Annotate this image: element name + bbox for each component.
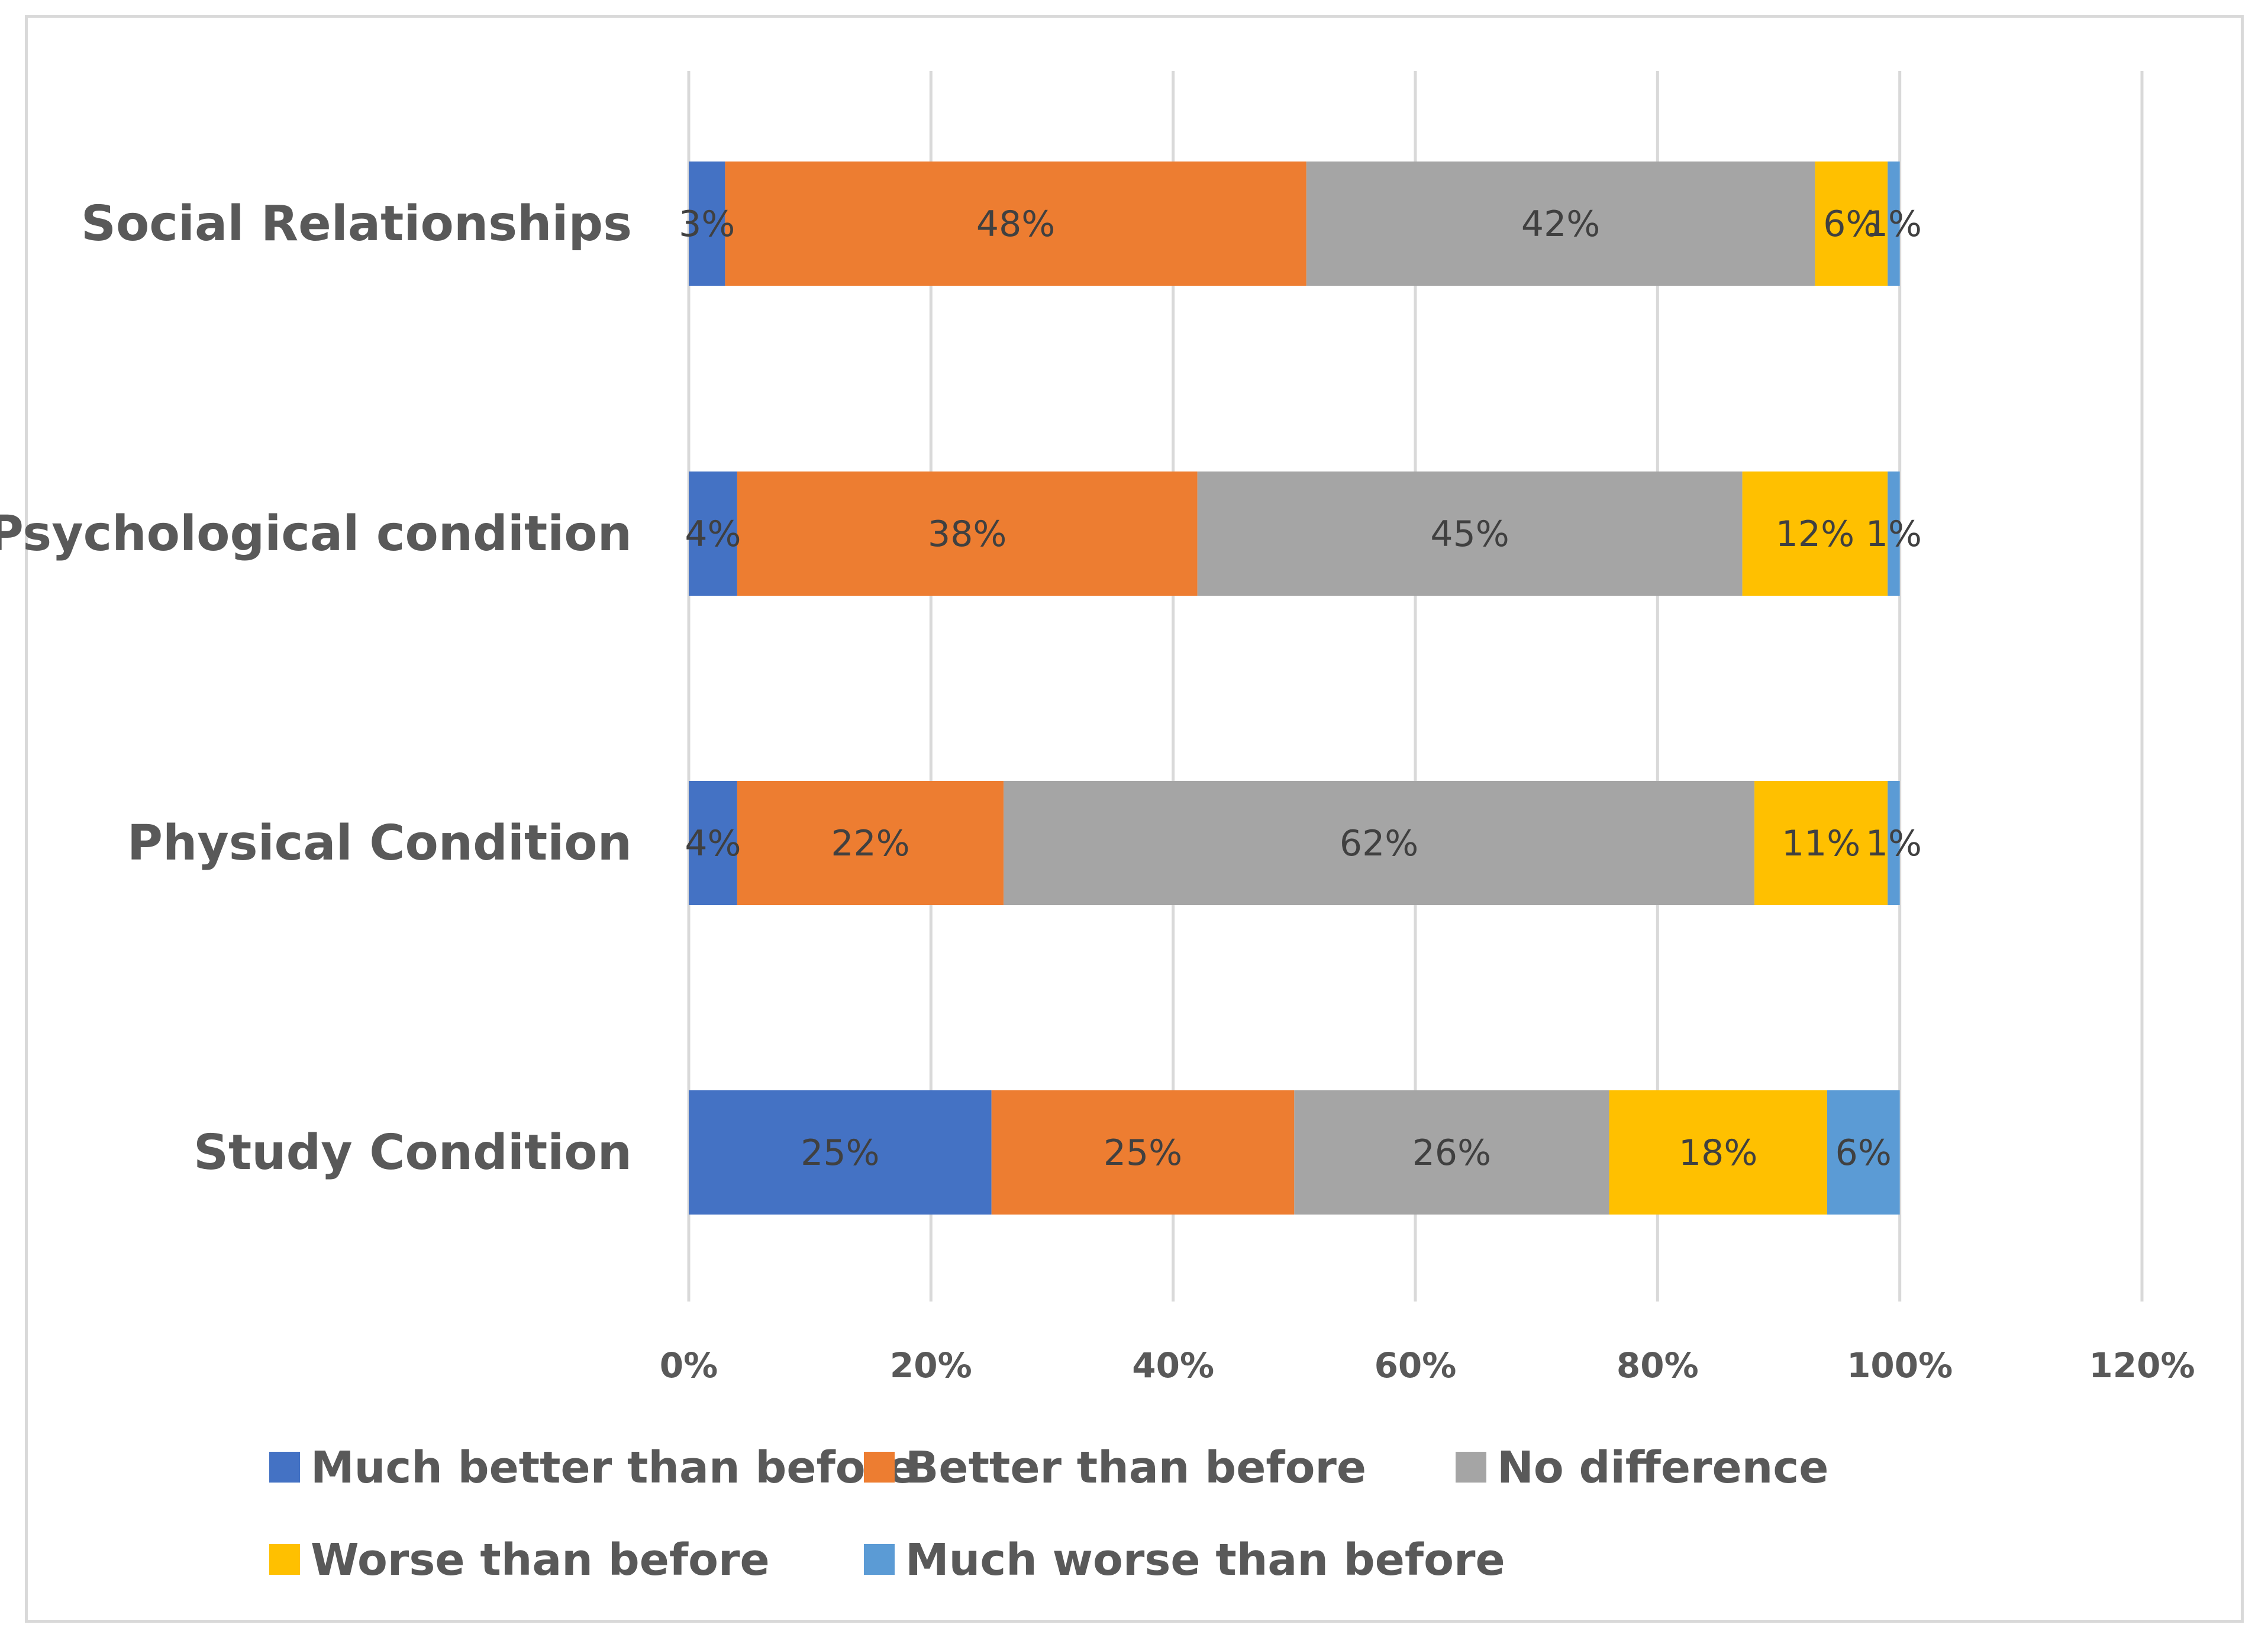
x-tick-label-120: 120% <box>2089 1345 2195 1386</box>
data-label-psychological-condition-worse-than-before: 12% <box>1776 514 1854 555</box>
legend-swatch-better-than-before <box>864 1452 895 1483</box>
x-tick-label-40: 40% <box>1132 1345 1214 1386</box>
bar-study-condition-much-better-than-before <box>689 1090 992 1215</box>
bar-social-relationships-worse-than-before <box>1815 162 1888 286</box>
data-label-physical-condition-worse-than-before: 11% <box>1782 823 1860 864</box>
data-labels: 3% 48% 42% 6%1%4% 38% 45% 12% 1%4% 22% 62% 11% 1%25… <box>679 204 1922 1174</box>
bar-study-condition-no-difference <box>1294 1090 1609 1215</box>
legend-label-worse-than-before: Worse than before <box>311 1535 770 1585</box>
bar-physical-condition-worse-than-before <box>1754 781 1888 905</box>
bar-physical-condition-much-worse-than-before <box>1888 781 1900 905</box>
data-label-physical-condition-no-difference: 62% <box>1340 823 1418 864</box>
data-label-study-condition-much-worse-than-before: 6% <box>1835 1132 1892 1174</box>
data-label-social-relationships-no-difference: 42% <box>1521 204 1600 245</box>
category-label-study-condition: Study Condition <box>193 1125 632 1181</box>
data-label-physical-condition-better-than-before: 22% <box>831 823 909 864</box>
legend-swatch-worse-than-before <box>269 1544 300 1575</box>
data-label-psychological-condition-much-better-than-before: 4% <box>685 514 741 555</box>
bar-psychological-condition-no-difference <box>1197 472 1743 596</box>
legend-label-no-difference: No difference <box>1497 1442 1828 1493</box>
legend-label-better-than-before: Better than before <box>905 1442 1366 1493</box>
bar-psychological-condition-much-worse-than-before <box>1888 472 1900 596</box>
category-axis: Social Relationships Psychological condit… <box>0 196 632 1181</box>
x-tick-label-80: 80% <box>1617 1345 1699 1386</box>
data-label-physical-condition-much-better-than-before: 4% <box>685 823 741 864</box>
data-label-social-relationships-worse-than-before: 6% <box>1823 204 1879 245</box>
legend-swatch-much-better-than-before <box>269 1452 300 1483</box>
x-tick-label-0: 0% <box>660 1345 718 1386</box>
category-label-physical-condition: Physical Condition <box>127 815 632 871</box>
data-label-psychological-condition-no-difference: 45% <box>1430 514 1509 555</box>
bar-study-condition-much-worse-than-before <box>1827 1090 1900 1215</box>
data-label-physical-condition-much-worse-than-before: 1% <box>1866 823 1922 864</box>
category-label-psychological-condition: Psychological condition <box>0 506 632 562</box>
data-label-social-relationships-better-than-before: 48% <box>976 204 1055 245</box>
value-axis: 0% 20% 40% 60% 80% 100% 120% <box>660 1345 2195 1386</box>
bar-psychological-condition-much-better-than-before <box>689 472 737 596</box>
data-label-study-condition-no-difference: 26% <box>1412 1132 1491 1174</box>
data-label-social-relationships-much-worse-than-before: 1% <box>1866 204 1922 245</box>
bar-social-relationships-better-than-before <box>725 162 1306 286</box>
legend-swatch-much-worse-than-before <box>864 1544 895 1575</box>
bar-psychological-condition-worse-than-before <box>1742 472 1888 596</box>
bar-psychological-condition-better-than-before <box>737 472 1198 596</box>
bar-study-condition-worse-than-before <box>1609 1090 1827 1215</box>
data-label-psychological-condition-much-worse-than-before: 1% <box>1866 514 1922 555</box>
data-label-study-condition-better-than-before: 25% <box>1104 1132 1182 1174</box>
legend-swatch-no-difference <box>1456 1452 1486 1483</box>
bar-physical-condition-better-than-before <box>737 781 1004 905</box>
legend-label-much-better-than-before: Much better than before <box>311 1442 917 1493</box>
bar-social-relationships-no-difference <box>1306 162 1815 286</box>
bar-social-relationships-much-better-than-before <box>689 162 725 286</box>
legend-label-much-worse-than-before: Much worse than before <box>905 1535 1505 1585</box>
bar-study-condition-better-than-before <box>991 1090 1295 1215</box>
bar-social-relationships-much-worse-than-before <box>1888 162 1900 286</box>
bars <box>689 162 1900 1215</box>
data-label-study-condition-worse-than-before: 18% <box>1679 1132 1757 1174</box>
data-label-psychological-condition-better-than-before: 38% <box>928 514 1006 555</box>
x-tick-label-100: 100% <box>1847 1345 1953 1386</box>
category-label-social-relationships: Social Relationships <box>81 196 632 252</box>
bar-physical-condition-no-difference <box>1004 781 1755 905</box>
bar-physical-condition-much-better-than-before <box>689 781 737 905</box>
x-tick-label-20: 20% <box>890 1345 972 1386</box>
data-label-study-condition-much-better-than-before: 25% <box>801 1132 879 1174</box>
data-label-social-relationships-much-better-than-before: 3% <box>679 204 735 245</box>
x-tick-label-60: 60% <box>1375 1345 1457 1386</box>
